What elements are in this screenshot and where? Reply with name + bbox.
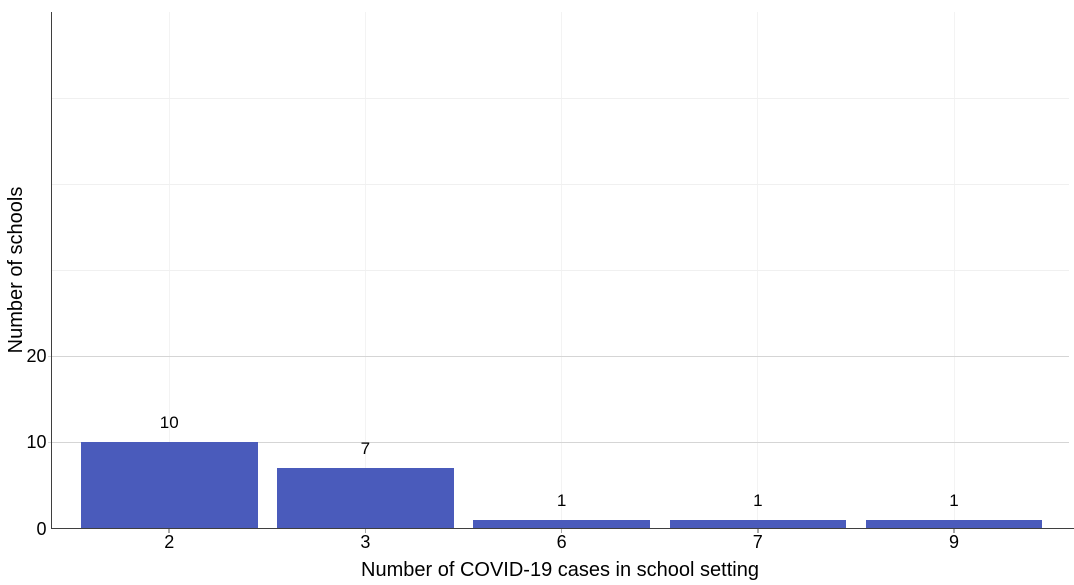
bar [865, 519, 1043, 529]
gridline-major [47, 441, 1069, 443]
gridline-faint [51, 183, 1069, 185]
gridline-faint [51, 269, 1069, 271]
x-tick-label: 9 [949, 532, 960, 552]
x-tick-label: 7 [752, 532, 763, 552]
y-axis-line [50, 12, 53, 529]
x-axis-line [51, 527, 1074, 530]
x-tick-label: 2 [164, 532, 175, 552]
bar [277, 468, 454, 529]
bar [473, 519, 650, 529]
bar-value-label: 1 [556, 490, 567, 510]
bar [80, 442, 258, 529]
x-tick-mark [364, 528, 367, 533]
gridline-faint [51, 97, 1069, 99]
y-tick-label: 0 [36, 518, 47, 539]
bar-value-label: 7 [360, 439, 371, 459]
x-tick-label: 3 [360, 532, 371, 552]
x-tick-mark [757, 528, 759, 533]
y-tick-label: 20 [26, 346, 47, 367]
x-tick-mark [953, 528, 955, 533]
gridline-major [47, 355, 1069, 357]
bar-value-label: 1 [949, 490, 959, 510]
x-tick-label: 6 [556, 532, 567, 552]
y-tick-label: 10 [26, 432, 47, 453]
y-axis-title: Number of schools [5, 186, 27, 354]
bar-value-label: 10 [159, 413, 179, 433]
bar [669, 519, 847, 529]
x-axis-title: Number of COVID-19 cases in school setti… [361, 559, 759, 581]
x-tick-mark [560, 528, 563, 533]
bar-value-label: 1 [753, 490, 763, 510]
x-tick-mark [168, 528, 170, 533]
